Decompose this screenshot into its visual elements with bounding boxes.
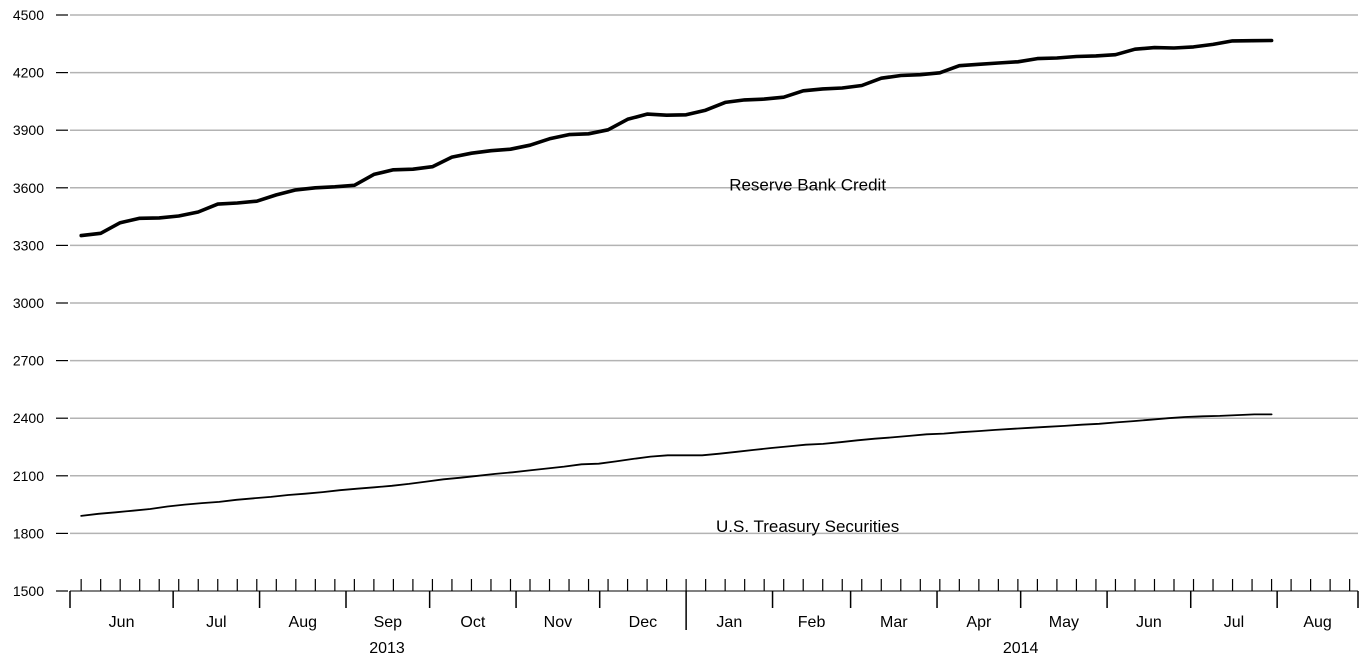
x-month-label: Feb — [798, 614, 826, 631]
x-month-label: Oct — [460, 614, 485, 631]
gridlines — [70, 14, 1358, 535]
x-month-label: Dec — [629, 614, 657, 631]
reserve-bank-credit-line — [79, 38, 1274, 238]
x-month-label: Jun — [109, 614, 135, 631]
y-tick-label-2400: 2400 — [13, 410, 44, 426]
y-tick-label-2700: 2700 — [13, 353, 44, 369]
series-lines — [79, 38, 1274, 517]
x-month-label: Jul — [1224, 614, 1244, 631]
x-month-label: Nov — [544, 614, 572, 631]
x-month-label: Sep — [374, 614, 403, 631]
reserve-bank-credit-label: Reserve Bank Credit — [729, 176, 886, 195]
x-month-label: Jul — [206, 614, 226, 631]
x-month-label: May — [1049, 614, 1079, 631]
y-tick-label-3000: 3000 — [13, 295, 44, 311]
x-month-label: Jun — [1136, 614, 1162, 631]
y-axis: 1500 1800 2100 2400 2700 3000 3300 3600 3900 4200… — [13, 7, 68, 599]
series-annotations: Reserve Bank Credit U.S. Treasury Securit… — [716, 176, 899, 536]
treasury-securities-line — [80, 413, 1273, 517]
y-tick-label-4500: 4500 — [13, 7, 44, 23]
x-month-label: Aug — [289, 614, 317, 631]
y-tick-label-4200: 4200 — [13, 65, 44, 81]
y-tick-label-1500: 1500 — [13, 583, 44, 599]
x-month-label: Jan — [716, 614, 742, 631]
x-year-label-2013: 2013 — [369, 640, 405, 657]
y-tick-label-3300: 3300 — [13, 237, 44, 253]
y-tick-label-3900: 3900 — [13, 122, 44, 138]
x-axis: Jun Jul Aug Sep Oct Nov Dec Jan Feb Mar Apr May Jun J… — [69, 579, 1359, 657]
x-year-label-2014: 2014 — [1003, 640, 1039, 657]
treasury-securities-label: U.S. Treasury Securities — [716, 517, 899, 536]
y-tick-label-2100: 2100 — [13, 468, 44, 484]
x-month-label: Apr — [966, 614, 992, 631]
x-month-label: Aug — [1303, 614, 1331, 631]
y-tick-label-3600: 3600 — [13, 180, 44, 196]
y-tick-label-1800: 1800 — [13, 525, 44, 541]
x-month-label: Mar — [880, 614, 908, 631]
